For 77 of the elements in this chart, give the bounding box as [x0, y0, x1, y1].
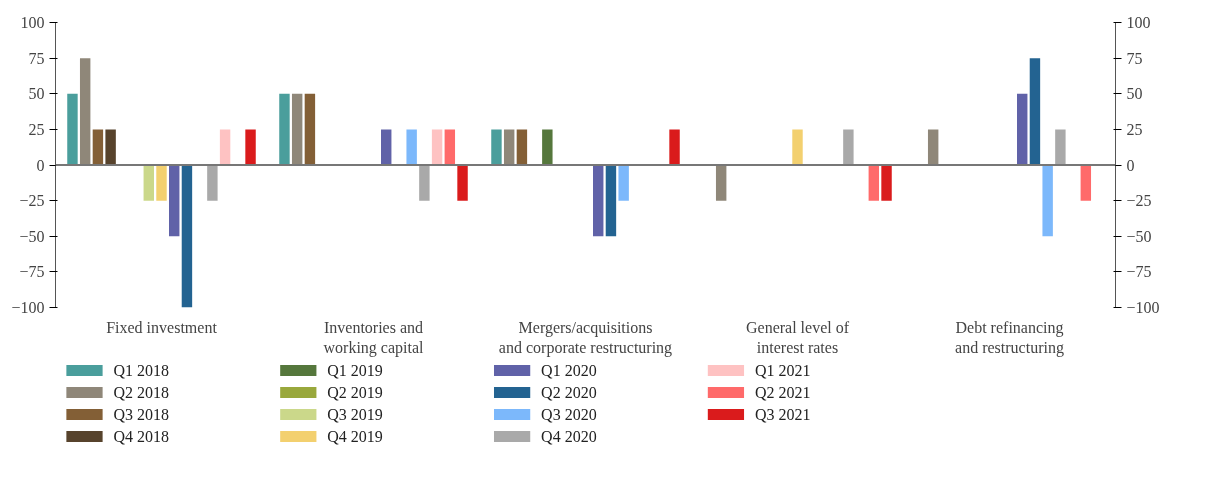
legend-label: Q3 2021: [754, 406, 811, 423]
bar: [1017, 93, 1028, 165]
bar: [156, 165, 167, 201]
legend-label: Q2 2021: [754, 384, 811, 401]
legend-label: Q2 2020: [541, 384, 597, 401]
y-tick-label: −50: [19, 227, 45, 245]
y2-tick-label: −25: [1126, 192, 1152, 210]
bar: [169, 165, 180, 237]
bar: [92, 129, 104, 165]
x-tick-label: Fixed investment: [106, 318, 218, 336]
x-tick-label: Debt refinancing and restructuring: [955, 318, 1064, 357]
bar: [868, 165, 880, 201]
bar: [1055, 129, 1066, 165]
bar: [291, 93, 303, 165]
bar: [605, 165, 617, 237]
y-tick-label: 75: [28, 49, 45, 67]
bar: [181, 165, 193, 308]
y-tick-label: 100: [20, 14, 45, 31]
legend-label: Q4 2018: [113, 428, 170, 445]
y-tick-label: −25: [19, 192, 45, 210]
y-tick-label: 25: [28, 120, 45, 138]
bar: [105, 129, 116, 165]
bar: [419, 165, 430, 201]
x-tick-label: General level of interest rates: [745, 318, 850, 356]
x-tick-label: Mergers/acquisitions and corporate restructuring: [498, 318, 673, 357]
bar: [618, 165, 629, 201]
bar: [279, 93, 290, 165]
bar: [431, 129, 443, 165]
bar: [881, 165, 892, 201]
legend-label: Q3 2018: [113, 406, 170, 423]
legend-label: Q3 2020: [541, 406, 597, 423]
legend-label: Q2 2018: [113, 384, 170, 401]
bar: [491, 129, 502, 165]
bar: [503, 129, 515, 165]
y-tick-label: −100: [11, 299, 45, 316]
bar: [516, 129, 528, 165]
bar: [207, 165, 218, 201]
bar: [542, 129, 553, 165]
bar: [715, 165, 727, 201]
legend-label: Q4 2019: [327, 428, 383, 445]
legend-label: Q1 2019: [327, 362, 383, 379]
bar: [79, 58, 91, 165]
y-tick-label: −75: [19, 263, 45, 281]
bar: [593, 165, 604, 237]
bar: [927, 129, 939, 165]
bar: [1042, 165, 1053, 237]
y2-tick-label: 0: [1126, 156, 1135, 174]
y-tick-label: 50: [28, 85, 45, 103]
legend-label: Q3 2019: [327, 406, 383, 423]
bar: [381, 129, 392, 165]
bar: [1029, 58, 1041, 165]
y2-tick-label: 100: [1126, 14, 1151, 31]
bar: [304, 93, 316, 165]
bar: [669, 129, 680, 165]
bar: [406, 129, 417, 165]
bar: [245, 129, 256, 165]
y2-tick-label: −50: [1126, 227, 1152, 245]
legend-label: Q1 2020: [541, 362, 597, 379]
bar: [1080, 165, 1092, 201]
bar: [444, 129, 456, 165]
y2-tick-label: 25: [1126, 120, 1143, 138]
legend-label: Q4 2020: [541, 428, 597, 445]
bar: [143, 165, 154, 201]
y2-tick-label: 50: [1126, 85, 1143, 103]
y2-tick-label: −100: [1126, 299, 1160, 316]
bar: [67, 93, 78, 165]
bar: [219, 129, 231, 165]
bar: [792, 129, 803, 165]
legend-label: Q1 2021: [754, 362, 811, 379]
bar: [457, 165, 468, 201]
legend-label: Q2 2019: [327, 384, 383, 401]
x-tick-label: Inventories and working capital: [323, 318, 425, 357]
y-tick-label: 0: [36, 156, 45, 174]
y2-tick-label: 75: [1126, 49, 1143, 67]
legend-label: Q1 2018: [113, 362, 170, 379]
y2-tick-label: −75: [1126, 263, 1152, 281]
bar: [843, 129, 854, 165]
